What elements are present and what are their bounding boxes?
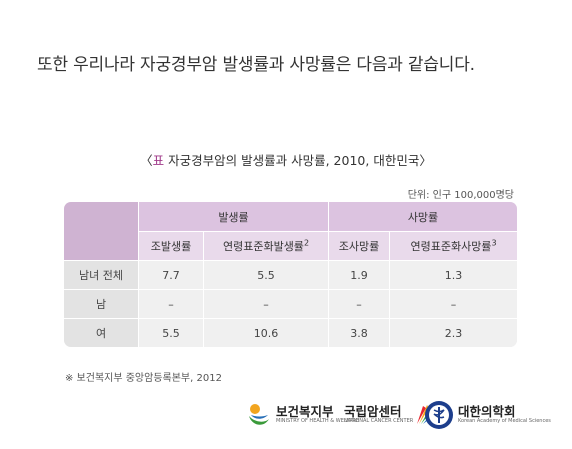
caption-tag: 표 — [152, 153, 165, 168]
logo-subname: Korean Academy of Medical Sciences — [458, 418, 551, 425]
table-cell: 7.7 — [139, 261, 204, 290]
logo-subname: NATIONAL CANCER CENTER — [344, 418, 414, 425]
table-cell: – — [329, 290, 390, 319]
mohw-logo: 보건복지부 MINISTRY OF HEALTH & WELFARE — [246, 395, 359, 435]
intro-text: 또한 우리나라 자궁경부암 발생률과 사망률은 다음과 같습니다. — [37, 55, 475, 75]
subheader-label: 연령표준화발생률 — [222, 240, 304, 253]
table-subheader-row: 조발생률 연령표준화발생률2 조사망률 연령표준화사망률3 — [64, 232, 517, 261]
table-row: 남 – – – – — [64, 290, 517, 319]
caption-text: 자궁경부암의 발생률과 사망률, 2010, 대한민국 — [164, 153, 420, 168]
table-cell: 2.3 — [390, 319, 517, 347]
table-cell: – — [204, 290, 329, 319]
ncc-logo: 국립암센터 NATIONAL CANCER CENTER — [344, 395, 433, 435]
subheader-crude-incidence: 조발생률 — [139, 232, 204, 261]
table-caption: 〈표 자궁경부암의 발생률과 사망률, 2010, 대한민국〉 — [0, 150, 572, 169]
row-label-total: 남녀 전체 — [64, 261, 139, 290]
group-header-mortality: 사망률 — [329, 202, 517, 232]
table-cell: 3.8 — [329, 319, 390, 347]
table-cell: 5.5 — [139, 319, 204, 347]
subheader-label: 연령표준화사망률 — [410, 240, 492, 253]
table-group-header-row: 발생률 사망률 — [64, 202, 517, 261]
subheader-asr-incidence: 연령표준화발생률2 — [204, 232, 329, 261]
source-note: ※ 보건복지부 중앙암등록본부, 2012 — [65, 373, 222, 384]
table-cell: – — [139, 290, 204, 319]
table-corner-cell — [64, 202, 139, 261]
incidence-mortality-table: 발생률 사망률 조발생률 연령표준화발생률2 조사망률 연령표준화사망률3 남녀… — [64, 202, 517, 347]
footer-logos: 보건복지부 MINISTRY OF HEALTH & WELFARE 국립암센터… — [246, 395, 551, 435]
subheader-label: 조발생률 — [150, 240, 192, 253]
footnote-marker: 3 — [491, 238, 497, 248]
logo-subname: MINISTRY OF HEALTH & WELFARE — [276, 418, 360, 425]
subheader-asr-mortality: 연령표준화사망률3 — [390, 232, 517, 261]
unit-note: 단위: 인구 100,000명당 — [407, 190, 514, 201]
kams-logo: 대한의학회 Korean Academy of Medical Sciences — [424, 395, 551, 435]
table-row: 남녀 전체 7.7 5.5 1.9 1.3 — [64, 261, 517, 290]
subheader-label: 조사망률 — [338, 240, 380, 253]
table-cell: 5.5 — [204, 261, 329, 290]
table-row: 여 5.5 10.6 3.8 2.3 — [64, 319, 517, 347]
table-cell: 1.9 — [329, 261, 390, 290]
logo-name: 대한의학회 — [458, 404, 516, 420]
logo-name: 보건복지부 — [276, 404, 334, 420]
table-cell: – — [390, 290, 517, 319]
kams-logo-icon — [425, 401, 453, 429]
row-label-male: 남 — [64, 290, 139, 319]
footnote-marker: 2 — [303, 238, 310, 248]
row-label-female: 여 — [64, 319, 139, 347]
caption-close: 〉 — [419, 153, 432, 168]
subheader-crude-mortality: 조사망률 — [329, 232, 390, 261]
mohw-logo-icon — [249, 404, 269, 425]
group-header-incidence: 발생률 — [139, 202, 329, 232]
table-cell: 1.3 — [390, 261, 517, 290]
table-cell: 10.6 — [204, 319, 329, 347]
caption-open: 〈 — [140, 153, 153, 168]
logo-name: 국립암센터 — [344, 404, 402, 420]
